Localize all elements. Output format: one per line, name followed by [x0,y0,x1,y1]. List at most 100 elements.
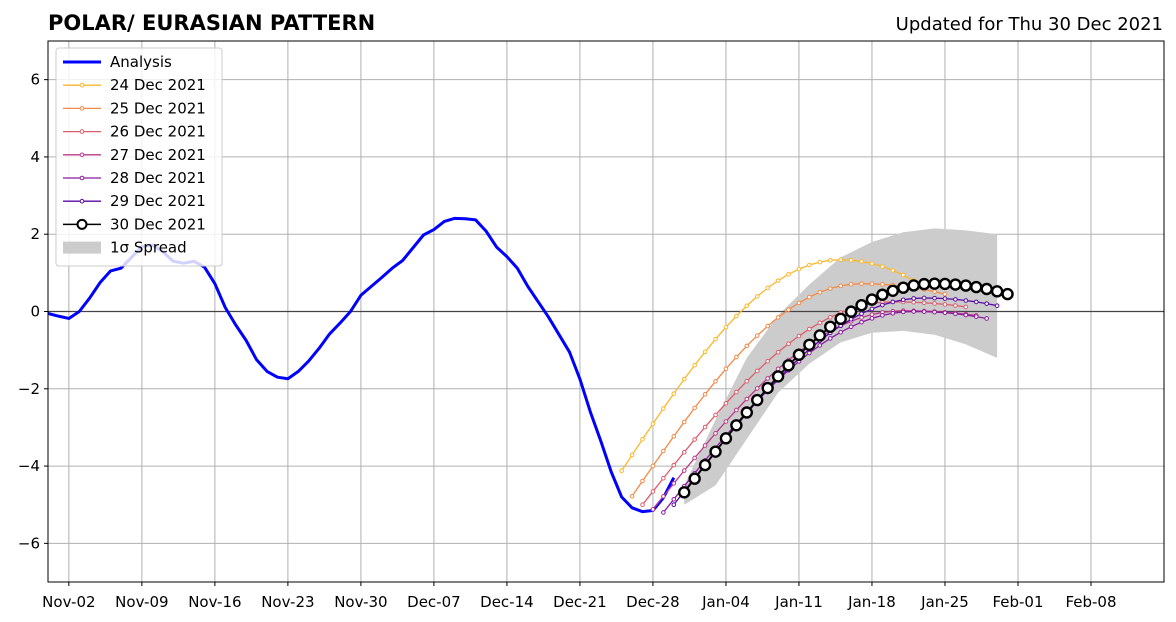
spread-band [684,228,998,505]
legend-label: 26 Dec 2021 [110,123,206,141]
forecast-marker [702,443,708,448]
forecast-marker [859,319,864,325]
forecast-marker [786,272,791,277]
forecast-marker [723,419,729,424]
forecast-marker [713,336,718,342]
forecast-marker [869,281,875,287]
forecast-marker [838,283,843,289]
forecast-24-dec-2021 [619,257,916,474]
forecast-marker [880,264,885,269]
forecast-marker [963,298,969,303]
forecast-marker [942,302,948,307]
forecast-marker [932,301,937,306]
y-tick-label: 0 [30,303,40,321]
forecast-marker [942,291,948,297]
forecast-marker [880,313,885,318]
forecast-30-dec-2021 [678,277,1014,499]
x-tick-label: Dec-07 [407,593,461,611]
forecast-marker [765,358,770,364]
forecast-marker [734,313,739,319]
forecast-marker [813,329,827,342]
forecast-marker [734,389,739,395]
forecast-marker [640,436,645,442]
forecast-marker [754,386,760,391]
legend-label: 1σ Spread [110,239,187,257]
forecast-marker [911,296,916,301]
forecast-marker [761,381,774,395]
forecast-marker [880,302,885,308]
x-tick-label: Nov-23 [261,593,314,611]
y-tick-label: 6 [30,71,40,89]
forecast-marker [692,362,697,368]
forecast-marker [709,445,722,458]
forecast-marker [744,343,750,349]
legend-marker [79,129,85,134]
y-tick-label: −6 [18,534,40,552]
forecast-series [619,257,1014,515]
forecast-marker [953,311,958,317]
forecast-marker [824,320,837,333]
chart-title: POLAR/ EURASIAN PATTERN [48,11,375,35]
forecast-marker [803,338,816,351]
forecast-marker [765,285,770,291]
y-tick-label: −2 [18,380,40,398]
forecast-marker [713,412,718,418]
forecast-marker [838,257,843,263]
forecast-marker [859,281,864,286]
forecast-marker [671,391,677,396]
forecast-marker [827,336,833,341]
legend-marker [79,82,85,88]
forecast-marker [702,392,708,397]
forecast-marker [796,333,802,339]
forecast-marker [734,407,739,413]
forecast-marker [827,314,833,320]
x-tick-label: Feb-08 [1065,593,1116,611]
forecast-marker [775,315,781,320]
legend-box [55,47,223,267]
forecast-marker [859,311,864,317]
forecast-marker [692,437,697,442]
y-tick-label: 4 [30,148,40,166]
forecast-marker [740,406,754,419]
forecast-marker [980,282,993,296]
forecast-marker [671,462,677,468]
forecast-marker [897,281,910,294]
forecast-marker [796,300,802,306]
forecast-marker [963,312,969,318]
legend-label: 25 Dec 2021 [110,99,206,117]
forecast-marker [807,262,812,268]
forecast-marker [723,324,729,330]
forecast-marker [681,449,687,455]
forecast-marker [890,299,896,305]
forecast-marker [754,294,760,299]
y-tick-label: 2 [30,225,40,243]
forecast-marker [984,316,989,321]
forecast-marker [855,298,868,312]
spread-area [684,228,998,505]
forecast-marker [719,432,733,445]
forecast-marker [869,316,875,321]
forecast-marker [792,348,806,361]
x-tick-label: Nov-30 [334,593,387,611]
forecast-marker [921,295,927,301]
forecast-marker [751,393,764,407]
legend: Analysis 24 Dec 2021 25 Dec 2021 26 Dec 202… [55,47,223,267]
forecast-marker [942,310,948,316]
forecast-marker [911,309,916,314]
x-axis: Nov-02 Nov-09 Nov-16 Nov-23 Nov-30 Dec-07 Dec-… [42,582,1117,611]
forecast-marker [775,349,781,355]
forecast-marker [890,310,896,316]
forecast-marker [671,497,677,502]
forecast-marker [775,366,781,372]
legend-label: 28 Dec 2021 [110,169,206,187]
forecast-marker [650,421,656,427]
forecast-marker [970,280,983,294]
forecast-marker [754,333,760,338]
forecast-marker [938,277,952,291]
forecast-marker [807,326,812,332]
forecast-marker [817,289,823,295]
forecast-marker [754,368,760,374]
y-tick-label: −4 [18,457,40,475]
forecast-marker [848,324,854,330]
forecast-marker [994,303,1000,309]
